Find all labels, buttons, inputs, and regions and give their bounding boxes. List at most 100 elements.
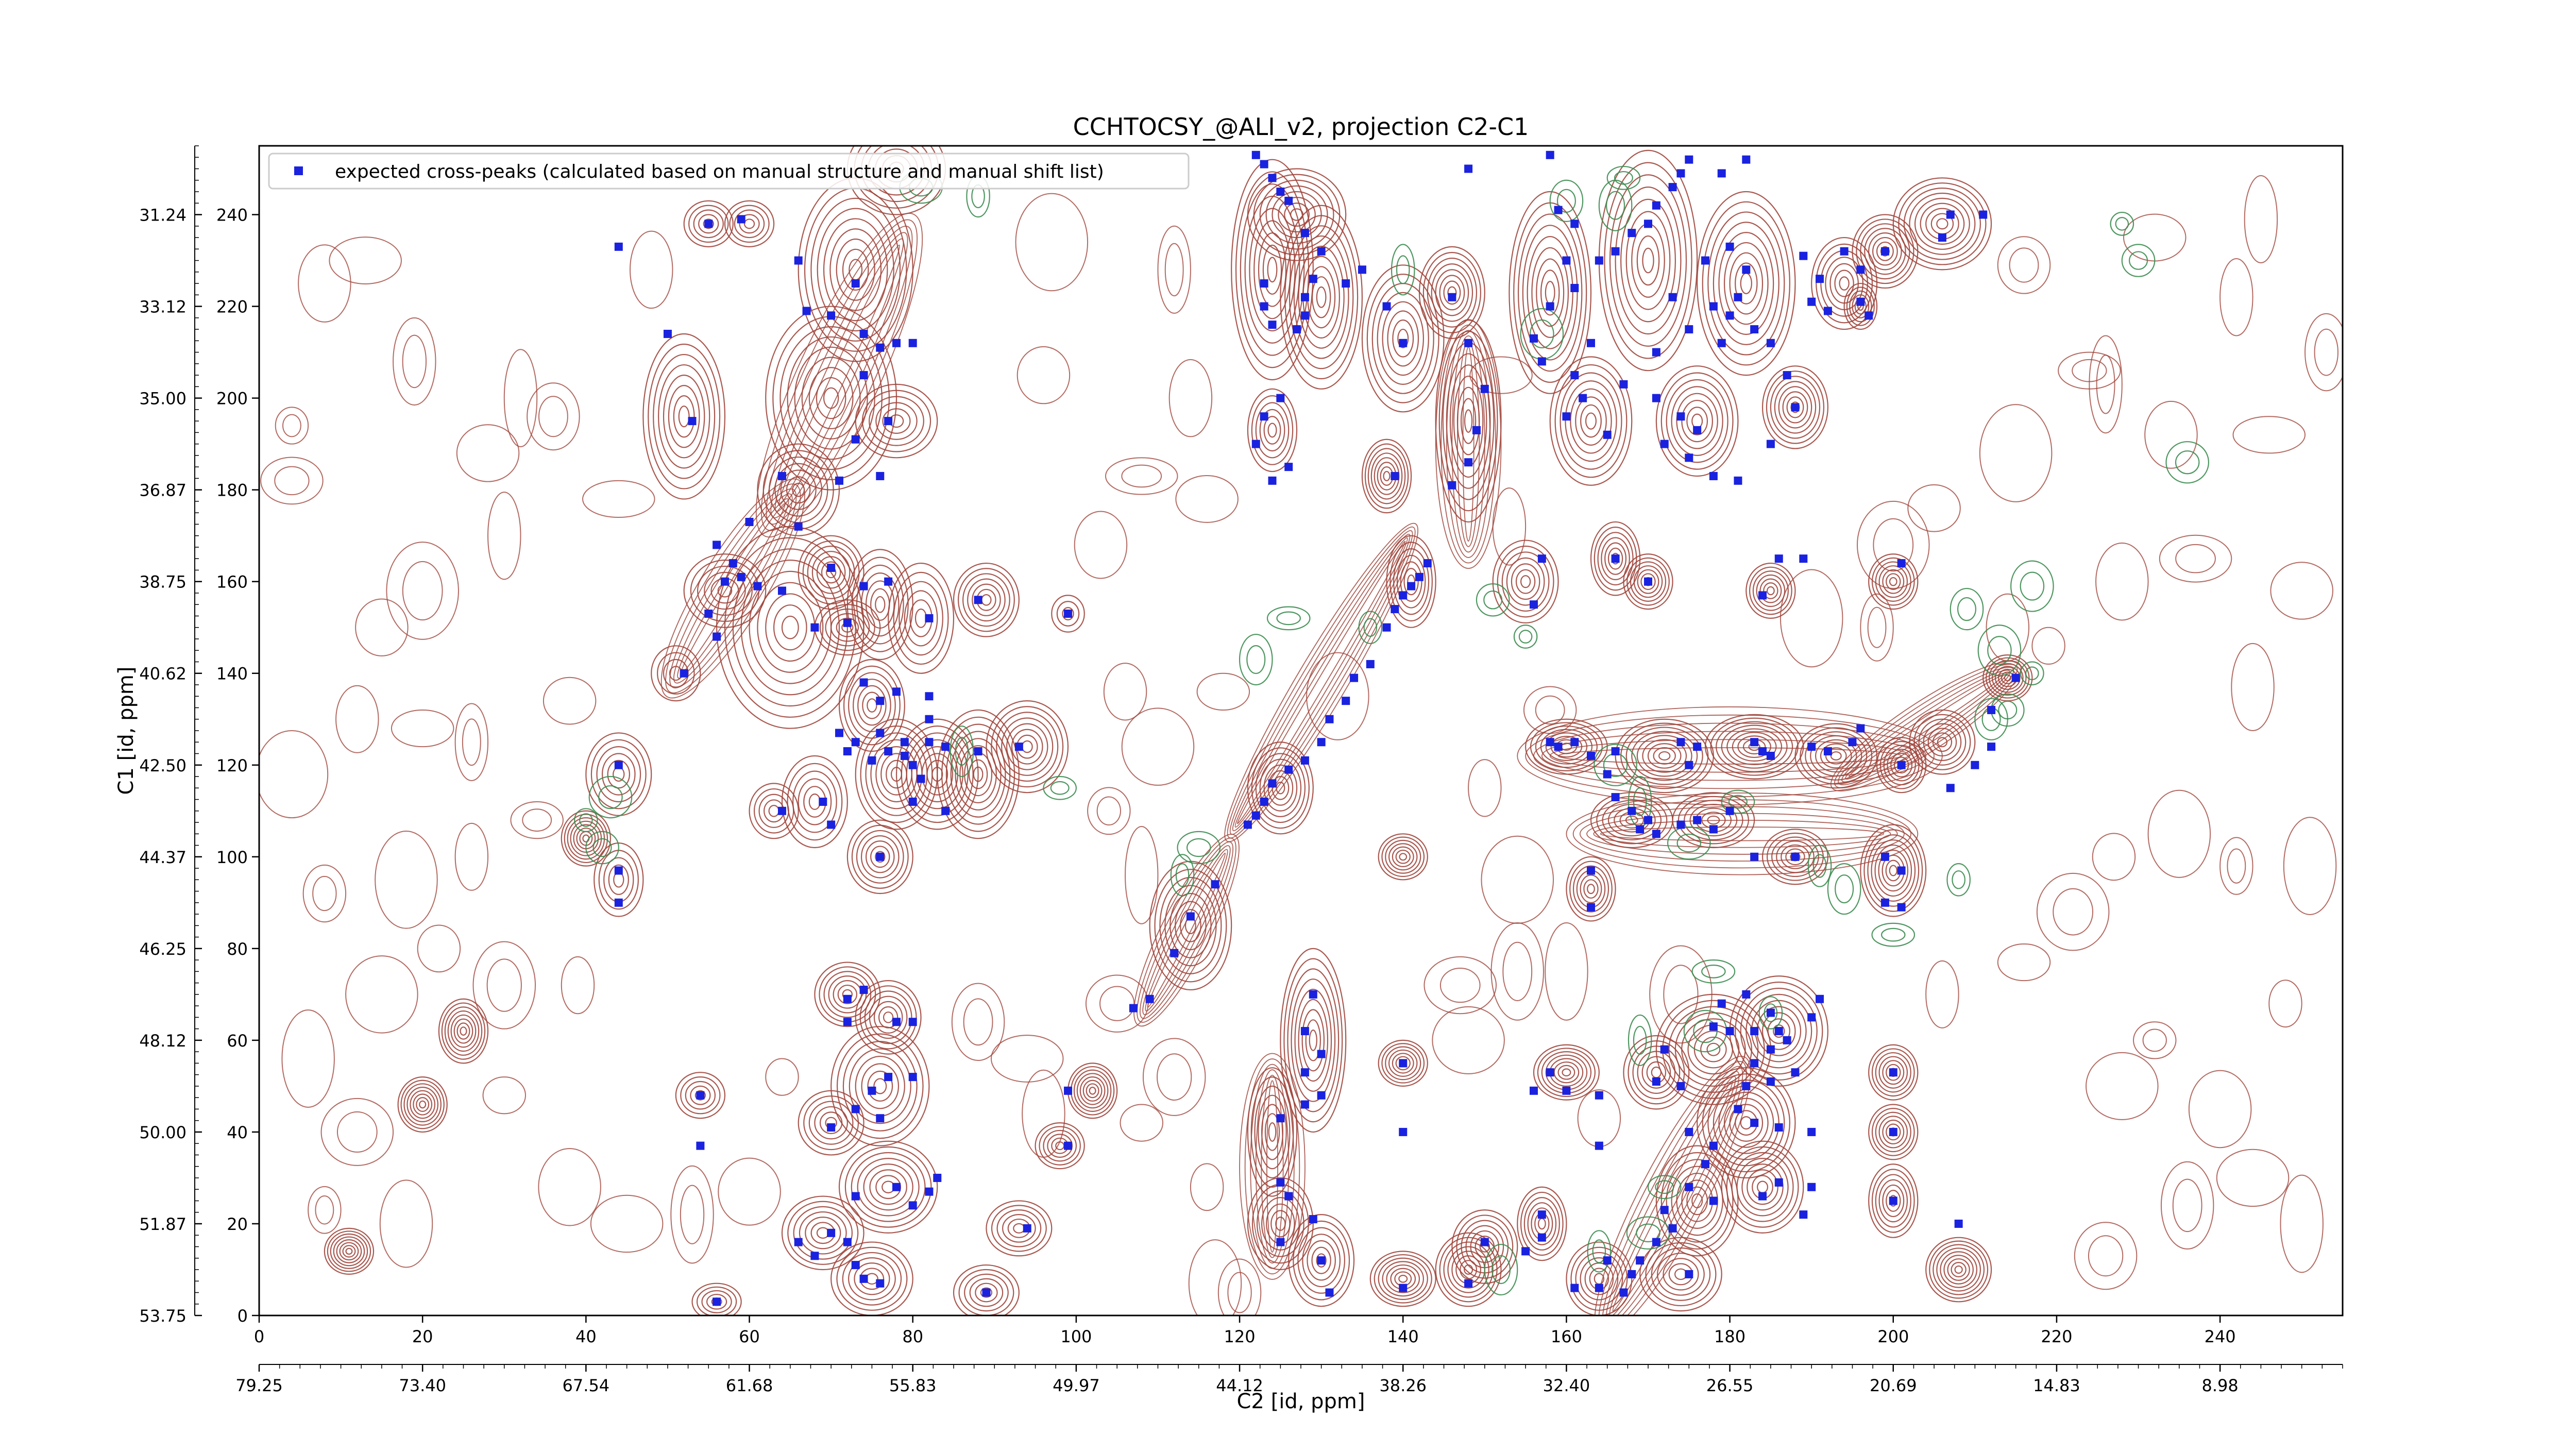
expected-peak-marker: [1309, 1215, 1317, 1224]
contour-level: [1745, 562, 1796, 619]
contour-level: [1871, 1108, 1915, 1156]
expected-peak-marker: [925, 738, 934, 747]
contour-level: [1259, 758, 1302, 818]
expected-peak-marker: [1628, 229, 1636, 238]
contour-level: [1671, 386, 1723, 456]
contour-level: [787, 1201, 859, 1265]
expected-peak-marker: [1529, 600, 1538, 609]
contour-level: [1633, 565, 1663, 598]
contour-level: [1932, 732, 1953, 752]
contour-level: [1875, 1174, 1911, 1228]
contour-level: [1815, 739, 1857, 773]
expected-peak-marker: [1537, 1210, 1546, 1219]
x-tick-label: 200: [1877, 1327, 1909, 1346]
contour-level: [1449, 364, 1487, 478]
expected-peak-marker: [720, 577, 729, 586]
contour-level: [1697, 191, 1796, 376]
contour-level: [1736, 1158, 1789, 1217]
contour-level: [805, 1217, 841, 1250]
expected-peak-marker: [1807, 1183, 1816, 1191]
contour-level: [836, 238, 875, 301]
noise-contour: [1096, 796, 1121, 826]
contour-level: [601, 753, 636, 796]
x-ppm-tick-label: 26.55: [1706, 1376, 1754, 1395]
contour-level: [1918, 718, 1967, 766]
expected-peak-marker: [1693, 816, 1702, 824]
expected-peak-marker: [1480, 1238, 1489, 1246]
contour-level: [986, 700, 1069, 794]
noise-contour: [308, 1186, 342, 1234]
contour-level: [1511, 563, 1540, 600]
contour-level: [1470, 1230, 1500, 1263]
expected-peak-marker: [1668, 183, 1677, 192]
contour-level: [823, 218, 888, 322]
contour-level: [1936, 218, 1948, 230]
contour-level: [867, 698, 877, 713]
contour-level: [1642, 739, 1687, 773]
expected-peak-marker: [1350, 673, 1359, 682]
expected-peak-marker: [1709, 825, 1718, 834]
expected-peak-marker: [1685, 325, 1693, 334]
contour-level: [410, 1090, 436, 1119]
contour-level: [1247, 168, 1347, 261]
contour-level: [798, 1090, 865, 1156]
contour-level: [1159, 876, 1222, 974]
contour-level: [1253, 220, 1291, 319]
contour-level: [1253, 174, 1341, 256]
contour-level: [799, 1211, 847, 1255]
contour-level: [816, 377, 846, 419]
noise-contour: [2283, 817, 2337, 915]
expected-peak-marker: [1586, 866, 1595, 875]
noise-contour: [1121, 707, 1195, 786]
contour-level: [1774, 381, 1817, 434]
noise-contour: [275, 407, 309, 445]
expected-peak-marker: [1064, 1141, 1073, 1150]
contour-level: [1872, 237, 1898, 266]
contour-level: [1811, 237, 1878, 330]
contour-level: [875, 402, 918, 440]
contour-level: [1396, 554, 1426, 609]
expected-peak-marker: [1268, 320, 1277, 329]
expected-peak-marker: [1603, 430, 1612, 439]
noise-contour: [454, 822, 489, 891]
x-ppm-tick-label: 49.97: [1053, 1376, 1100, 1395]
expected-peak-marker: [794, 256, 803, 265]
expected-peak-marker: [1284, 1192, 1293, 1201]
contour-level: [792, 482, 805, 497]
negative-contour: [579, 813, 593, 827]
expected-peak-marker: [1603, 1256, 1612, 1265]
contour-level: [683, 553, 767, 628]
contour-level: [1607, 803, 1656, 837]
negative-contour: [1246, 645, 1266, 674]
expected-peak-marker: [1807, 1127, 1816, 1136]
expected-peak-marker: [1676, 738, 1685, 747]
contour-level: [911, 739, 963, 809]
contour-level: [870, 846, 890, 868]
contour-level: [1745, 993, 1812, 1069]
expected-peak-marker: [1529, 1086, 1538, 1095]
contour-level: [801, 357, 861, 440]
expected-peak-marker: [1554, 206, 1563, 214]
contour-level: [1276, 782, 1285, 795]
noise-contour: [1867, 606, 1887, 648]
expected-peak-marker: [713, 1297, 721, 1306]
x-tick-label: 220: [2041, 1327, 2072, 1346]
expected-peak-marker: [1709, 1022, 1718, 1031]
expected-peak-marker: [1579, 394, 1587, 402]
contour-level: [1653, 747, 1676, 765]
contour-level: [1460, 398, 1477, 444]
x-tick-label: 80: [902, 1327, 923, 1346]
expected-peak-marker: [1807, 1013, 1816, 1022]
contour-level: [1620, 198, 1676, 323]
expected-peak-marker: [1717, 339, 1726, 347]
contour-level: [1395, 1056, 1411, 1071]
contour-level: [1951, 1262, 1967, 1277]
contour-ridge-level: [660, 478, 805, 699]
expected-peak-marker: [753, 582, 762, 590]
contour-level: [836, 1033, 924, 1139]
contour-level: [1647, 743, 1682, 769]
contour-level: [1392, 1053, 1414, 1074]
contour-level: [814, 961, 881, 1027]
negative-contour: [1476, 583, 1510, 617]
y-tick-label: 80: [227, 939, 248, 959]
